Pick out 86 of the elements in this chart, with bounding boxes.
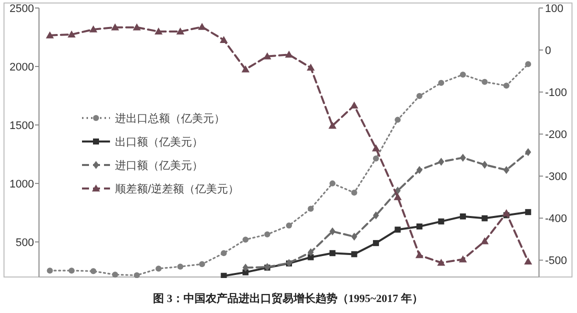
point [525,61,532,68]
point [415,251,424,258]
point [308,248,314,256]
point [220,36,228,43]
point [68,268,75,274]
point [438,158,444,166]
point [329,227,336,236]
point [503,166,510,174]
point [502,209,510,216]
point [482,215,488,222]
point [416,166,422,174]
legend-label: 进出口总额（亿美元） [115,112,225,125]
y-tick-label: 1000 [10,178,34,190]
point [416,92,422,99]
point [112,272,118,278]
point [90,268,96,274]
point [132,23,141,30]
text: 图 3：中国农产品进出口贸易增长趋势（1995~2017 年） [153,292,423,305]
point [372,144,380,152]
point [308,206,314,212]
point [394,116,401,123]
point [111,23,120,30]
point [480,237,489,244]
point [416,223,422,230]
point [372,156,379,162]
point [372,240,379,246]
point [242,269,249,276]
point [242,236,249,243]
point [329,180,336,186]
point [264,231,270,238]
y-tick-label: 2500 [10,3,34,15]
point [482,78,488,85]
point [328,122,336,129]
point [460,213,466,220]
point [242,65,250,72]
y2-tick-label: -400 [545,213,568,226]
point [46,268,53,274]
y2-tick-label: -100 [545,87,568,100]
point [458,255,467,262]
point [89,25,98,32]
point [460,72,466,78]
point [437,258,446,266]
y2-tick-label: -200 [545,129,568,142]
legend-label: 顺差额/逆差额（亿美元） [115,182,240,196]
point [438,218,444,224]
point [199,261,206,268]
point [503,82,510,89]
point [134,272,140,278]
y-tick-label: 500 [16,236,34,249]
point [372,211,379,220]
point [329,250,336,256]
point [176,28,184,35]
y-tick-label: 1500 [10,120,34,132]
point [525,209,532,216]
point [263,52,272,60]
point [154,28,163,35]
point [220,250,227,256]
point [525,148,532,156]
point [524,257,532,264]
point [198,22,206,30]
point [351,190,358,196]
point [460,154,466,162]
point [394,193,402,200]
y2-tick-label: -300 [545,171,568,184]
point [438,80,444,86]
point [177,264,184,270]
point [156,266,162,272]
legend-label: 进口额（亿美元） [115,159,203,172]
point [220,272,227,278]
point [242,264,249,272]
legend-label: 出口额（亿美元） [115,136,203,148]
point [286,222,292,229]
point [285,50,293,58]
point [68,30,76,38]
point [306,64,315,71]
point [350,102,358,109]
point [394,226,401,233]
y-tick-label: 2000 [10,61,34,74]
y2-tick-label: -500 [545,255,568,268]
point [351,251,358,258]
point [46,31,54,38]
point [482,160,488,169]
point [351,232,358,241]
y2-tick-label: 100 [545,3,564,15]
y2-tick-label: 0 [545,45,552,58]
point [308,254,314,260]
